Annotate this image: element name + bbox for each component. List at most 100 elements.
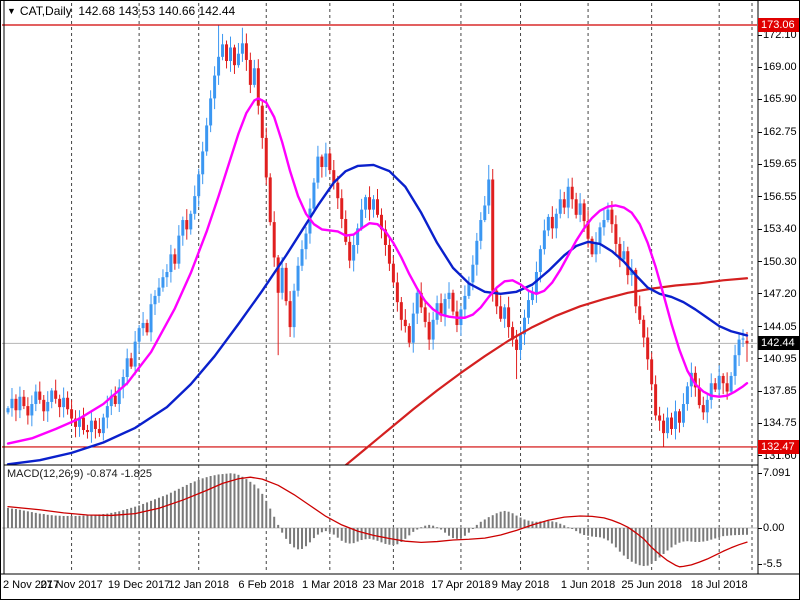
macd-bar [440,528,443,530]
symbol-title: ▼ CAT,Daily 142.68 143.53 140.66 142.44 [7,4,235,18]
candle-body [205,125,209,152]
macd-bar [444,528,447,533]
macd-bar [515,515,518,528]
macd-bar [654,528,657,561]
candle-body [701,405,705,413]
candle-body [165,272,169,278]
candle-body [379,214,383,230]
candle-body [562,199,566,208]
macd-bar [658,528,661,558]
candle-body [14,398,18,411]
macd-bar [579,528,582,534]
macd-bar [380,528,383,543]
candles [6,25,749,447]
candle-body [352,244,356,261]
candle-body [515,339,519,350]
candle-body [658,415,662,421]
candle-body [97,428,101,434]
macd-bar [94,514,97,528]
candle-body [745,340,749,344]
candle-body [471,264,475,283]
candle-body [499,306,503,319]
candle-body [240,43,244,54]
macd-bar [169,492,172,528]
candle-body [248,59,252,85]
candle-body [228,47,232,61]
macd-bar [336,528,339,538]
macd-bar [173,490,176,528]
macd-bar [328,528,331,533]
macd-bar [499,511,502,528]
ma-fast-line [6,97,749,445]
candle-body [324,153,328,168]
macd-bar [746,528,748,535]
macd-bar [58,515,61,528]
macd-bar [563,525,566,528]
macd-bar [38,513,41,528]
macd-bar [78,515,81,528]
candle-body [666,417,670,434]
candle-body [125,358,129,377]
macd-bar [289,528,292,544]
candle-body [693,372,697,388]
macd-bar [432,525,435,528]
candle-body [419,292,423,308]
macd-bar [638,528,641,566]
macd-bar [471,528,474,529]
macd-bar [130,507,133,528]
candle-body [685,386,689,405]
candle-body [117,387,121,405]
candle-body [391,263,395,283]
candle-body [447,292,451,300]
candle-body [320,156,324,168]
candle-body [173,254,177,264]
macd-bar [702,528,705,542]
macd-bar [126,508,129,528]
macd-bar [285,528,288,539]
candle-body [161,277,165,288]
macd-bar [392,528,395,546]
candle-body [81,417,85,431]
ma-slow-line [344,277,749,465]
candle-body [280,267,284,293]
candle-body [717,375,721,390]
candle-body [356,228,360,245]
macd-bar [436,527,439,529]
macd-bar [602,528,605,539]
macd-bar [694,528,697,542]
macd-bar [14,508,17,528]
candle-body [387,244,391,264]
macd-bar [698,528,701,542]
candle-body [554,213,558,229]
macd-bar [420,527,423,529]
candle-body [272,222,276,258]
candle-body [137,328,141,342]
macd-bar [726,528,729,536]
macd-bar [165,494,168,528]
macd-bar [511,513,514,528]
macd-bar [340,528,343,541]
macd-bar [253,484,256,528]
candle-body [292,290,296,328]
candle-body [70,409,74,419]
macd-bar [571,528,574,529]
macd-bar [388,528,391,545]
candle-body [113,395,117,405]
macd-bar [416,528,419,530]
macd-name: MACD(12,26,9) [7,468,84,480]
macd-bar [312,528,315,539]
macd-bar [622,528,625,556]
candle-body [316,156,320,183]
macd-bar [102,514,105,528]
candle-body [487,179,491,206]
candle-body [741,338,745,340]
candle-body [403,319,407,327]
ohlc-high: 143.53 [118,4,156,18]
macd-bar [559,523,562,528]
candle-body [630,269,634,276]
macd-bar [587,528,590,536]
macd-bar [400,528,403,542]
macd-bar [368,528,371,539]
